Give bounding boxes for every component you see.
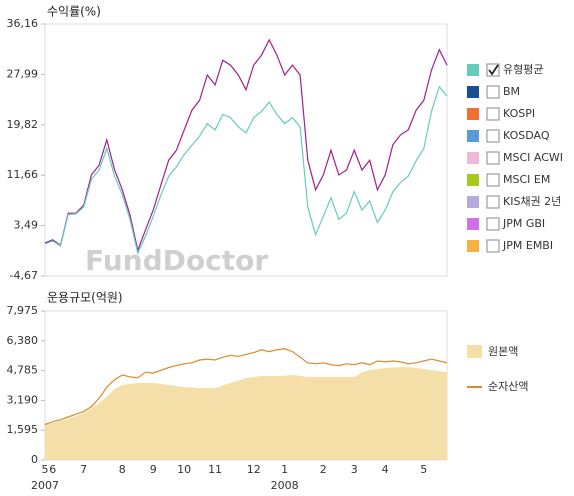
x-tick-label: 4	[382, 463, 389, 476]
legend-checkbox[interactable]	[486, 107, 500, 121]
line	[44, 38, 448, 253]
legend-label: 원본액	[488, 345, 518, 358]
legend-label: KOSDAQ	[503, 129, 550, 142]
x-tick-label: 8	[119, 463, 126, 476]
legend-swatch	[467, 196, 479, 208]
legend-checkbox[interactable]	[486, 85, 500, 99]
legend-check	[488, 64, 499, 76]
x-year-label: 2007	[31, 479, 59, 492]
legend-swatch	[467, 152, 479, 164]
legend-checkbox[interactable]	[486, 129, 500, 143]
legend-checkbox[interactable]	[486, 173, 500, 187]
x-tick-label: 5	[42, 463, 49, 476]
x-year-label: 2008	[271, 479, 299, 492]
x-tick-label: 3	[351, 463, 358, 476]
legend-label: 유형평균	[503, 63, 543, 76]
y-tick-label: 7,975	[7, 304, 39, 317]
legend-label: KOSPI	[503, 107, 535, 120]
legend-label: JPM GBI	[502, 217, 545, 230]
x-tick-label: 11	[208, 463, 222, 476]
x-tick-label: 1	[281, 463, 288, 476]
legend-label: KIS채권 2년	[503, 195, 561, 208]
x-tick-label: 7	[80, 463, 87, 476]
y-tick-label: 6,380	[7, 334, 39, 347]
x-tick-label: 5	[420, 463, 427, 476]
y-tick-label: 19,82	[7, 118, 39, 131]
y-tick-label: 36,16	[7, 17, 39, 30]
chart-title: 운용규모(억원)	[47, 291, 123, 305]
legend-swatch	[467, 240, 479, 252]
y-tick-label: 3,49	[14, 219, 39, 232]
legend-swatch	[467, 108, 479, 120]
y-tick-label: 27,99	[7, 67, 39, 80]
line	[44, 348, 448, 426]
legend-label: JPM EMBI	[502, 239, 553, 252]
x-tick-label: 10	[177, 463, 191, 476]
y-tick-label: 4,785	[7, 364, 39, 377]
legend-swatch	[467, 174, 479, 186]
x-tick-label: 9	[150, 463, 157, 476]
legend-checkbox[interactable]	[486, 195, 500, 209]
watermark: FundDoctor	[85, 244, 268, 277]
y-tick-label: 11,66	[7, 168, 39, 181]
legend-swatch	[467, 345, 482, 358]
legend-swatch	[467, 64, 479, 76]
y-tick-label: 3,190	[7, 393, 39, 406]
chart-title: 수익률(%)	[47, 5, 101, 19]
x-tick-label: 2	[320, 463, 327, 476]
legend-swatch	[467, 86, 479, 98]
legend-checkbox[interactable]	[486, 239, 500, 253]
legend-label: MSCI EM	[503, 173, 550, 186]
x-tick-label: 12	[247, 463, 261, 476]
legend-swatch	[467, 218, 479, 230]
area	[45, 367, 447, 460]
legend-label: 순자산액	[488, 380, 528, 393]
line	[44, 85, 448, 256]
y-tick-label: 0	[31, 453, 38, 466]
legend-swatch	[467, 130, 479, 142]
legend-label: MSCI ACWI	[503, 151, 563, 164]
x-tick-label: 6	[49, 463, 56, 476]
plot-frame	[44, 23, 448, 277]
y-tick-label: -4,67	[10, 269, 38, 282]
legend-checkbox[interactable]	[486, 217, 500, 231]
legend-checkbox[interactable]	[486, 151, 500, 165]
legend-label: BM	[503, 85, 520, 98]
y-tick-label: 1,595	[7, 423, 39, 436]
